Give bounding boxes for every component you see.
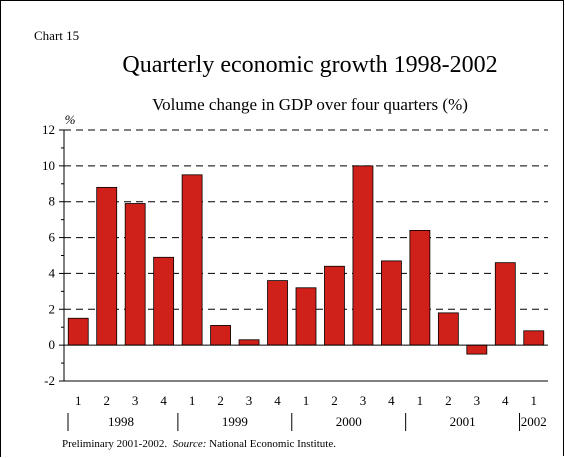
quarter-label: 3 xyxy=(360,393,367,408)
bar xyxy=(153,256,175,346)
y-tick-label: 2 xyxy=(49,301,56,316)
chart-title: Quarterly economic growth 1998-2002 xyxy=(122,52,498,78)
y-tick-label: 4 xyxy=(49,265,56,280)
footnote-source-text: National Economic Institute. xyxy=(209,438,336,450)
bar xyxy=(267,280,288,346)
quarter-label: 2 xyxy=(103,393,110,408)
bars xyxy=(67,165,545,355)
bar xyxy=(238,339,260,346)
bar xyxy=(67,317,89,346)
chart-frame-right-edge xyxy=(563,0,564,456)
quarter-label: 4 xyxy=(388,393,395,408)
year-label: 2001 xyxy=(450,414,476,429)
quarter-label: 4 xyxy=(160,393,167,408)
y-tick-label: 10 xyxy=(42,158,55,173)
quarter-label: 2 xyxy=(445,393,452,408)
axes xyxy=(59,129,548,431)
y-tick-label: -2 xyxy=(44,373,55,388)
bar xyxy=(494,262,516,346)
quarter-label: 4 xyxy=(502,393,509,408)
footnote-source-label: Source: xyxy=(172,438,207,450)
year-label: 2002 xyxy=(521,414,547,429)
bar xyxy=(523,330,545,346)
bar xyxy=(466,344,488,355)
quarter-label: 1 xyxy=(189,393,196,408)
year-label: 1998 xyxy=(108,414,134,429)
bar xyxy=(96,186,118,346)
bar xyxy=(124,203,146,346)
y-axis-label: % xyxy=(65,112,76,127)
quarter-label: 3 xyxy=(132,393,139,408)
y-tick-label: 12 xyxy=(42,122,55,137)
quarter-label: 1 xyxy=(531,393,538,408)
y-tick-label: 8 xyxy=(49,194,56,209)
y-tick-label: 6 xyxy=(49,230,56,245)
bar xyxy=(352,165,374,346)
bar xyxy=(437,312,459,346)
quarter-label: 1 xyxy=(303,393,310,408)
bar xyxy=(324,265,345,346)
bar xyxy=(181,174,203,346)
year-label: 1999 xyxy=(222,414,248,429)
footnote: Preliminary 2001-2002. Source: National … xyxy=(62,438,336,450)
bar xyxy=(409,229,431,346)
chart-number: Chart 15 xyxy=(34,28,80,43)
quarter-label: 3 xyxy=(474,393,481,408)
quarter-label: 1 xyxy=(75,393,82,408)
bar xyxy=(381,260,402,346)
quarter-label: 3 xyxy=(246,393,253,408)
y-tick-label: 0 xyxy=(49,337,56,352)
quarter-label: 1 xyxy=(417,393,424,408)
bar xyxy=(210,325,231,346)
quarter-label: 2 xyxy=(217,393,224,408)
year-label: 2000 xyxy=(336,414,362,429)
bar xyxy=(295,287,317,346)
quarter-label: 4 xyxy=(274,393,281,408)
chart-subtitle: Volume change in GDP over four quarters … xyxy=(152,95,468,114)
footnote-prefix: Preliminary 2001-2002. xyxy=(62,438,168,450)
quarter-label: 2 xyxy=(331,393,338,408)
